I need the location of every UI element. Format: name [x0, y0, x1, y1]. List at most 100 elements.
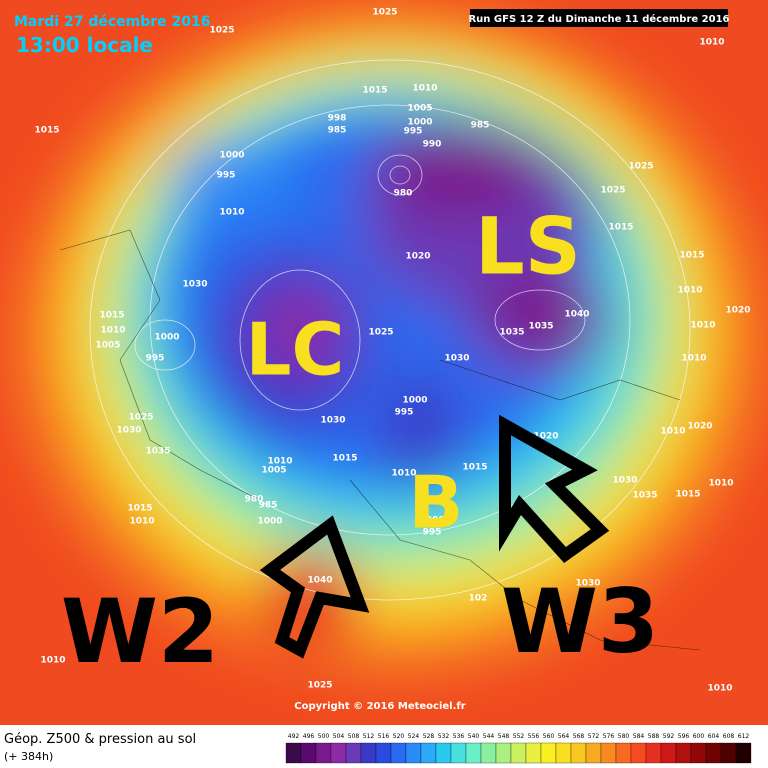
legend-value: 532: [438, 733, 450, 740]
legend-swatch: [570, 742, 587, 764]
legend-value: 528: [423, 733, 435, 740]
pressure-label: 985: [328, 126, 347, 136]
pressure-label: 1015: [675, 490, 700, 500]
pressure-label: 1010: [391, 469, 416, 479]
pressure-label: 1020: [687, 422, 712, 432]
legend-swatch: [435, 742, 452, 764]
legend-swatch: [420, 742, 437, 764]
legend-value: 536: [453, 733, 465, 740]
legend-swatch: [585, 742, 602, 764]
legend-value: 544: [483, 733, 495, 740]
legend-value: 564: [558, 733, 570, 740]
pressure-label: 1015: [679, 251, 704, 261]
pressure-label: 1020: [533, 432, 558, 442]
pressure-label: 1015: [608, 223, 633, 233]
pressure-label: 1030: [444, 354, 469, 364]
pressure-label: 1010: [677, 286, 702, 296]
pressure-label: 1015: [99, 311, 124, 321]
pressure-label: 1015: [332, 454, 357, 464]
pressure-label: 980: [245, 495, 264, 505]
pressure-label: 1000: [419, 516, 444, 526]
legend-swatch: [405, 742, 422, 764]
pressure-label: 102: [469, 594, 488, 604]
legend-swatch: [495, 742, 512, 764]
legend-value: 552: [513, 733, 525, 740]
pressure-label: 1010: [267, 457, 292, 467]
legend-value: 588: [648, 733, 660, 740]
pressure-label: 1025: [307, 681, 332, 691]
pressure-label: 1015: [362, 86, 387, 96]
pressure-label: 1030: [182, 280, 207, 290]
legend-swatch: [465, 742, 482, 764]
legend-swatch: [615, 742, 632, 764]
pressure-label: 1010: [129, 517, 154, 527]
legend-value: 548: [498, 733, 510, 740]
pressure-label: 1025: [209, 26, 234, 36]
legend-swatch: [285, 742, 302, 764]
pressure-label: 1025: [600, 186, 625, 196]
pressure-label: 1020: [725, 306, 750, 316]
pressure-label: 985: [471, 121, 490, 131]
legend-swatch: [360, 742, 377, 764]
pressure-label: 1005: [95, 341, 120, 351]
legend-value: 540: [468, 733, 480, 740]
run: Run GFS 12 Z du Dimanche 11 décembre 201…: [468, 13, 729, 25]
legend-value: 572: [588, 733, 600, 740]
pressure-label: 1035: [145, 447, 170, 457]
pressure-label: 1010: [219, 208, 244, 218]
legend-value: 600: [693, 733, 705, 740]
date: Mardi 27 décembre 2016: [14, 14, 211, 30]
pressure-label: 1040: [307, 576, 332, 586]
legend-value: 604: [708, 733, 720, 740]
legend-value: 508: [348, 733, 360, 740]
pressure-label: 1030: [116, 426, 141, 436]
legend-swatch: [540, 742, 557, 764]
legend-value: 560: [543, 733, 555, 740]
legend-value: 512: [363, 733, 375, 740]
legend-swatch: [375, 742, 392, 764]
legend-swatch: [600, 742, 617, 764]
run-box: [470, 9, 728, 27]
legend-swatch: [720, 742, 737, 764]
pressure-label: 995: [217, 171, 236, 181]
legend-swatch: [630, 742, 647, 764]
legend-swatch: [300, 742, 317, 764]
pressure-label: 1010: [660, 427, 685, 437]
legend-value: 592: [663, 733, 675, 740]
legend-value: 556: [528, 733, 540, 740]
pressure-label: 1005: [261, 466, 286, 476]
legend-swatch: [315, 742, 332, 764]
pressure-label: 1010: [699, 38, 724, 48]
label-b: B: [409, 461, 464, 545]
legend-swatch: [645, 742, 662, 764]
pressure-label: 1010: [708, 479, 733, 489]
pressure-label: 985: [259, 501, 278, 511]
copyright: Copyright © 2016 Meteociel.fr: [294, 701, 465, 712]
pressure-label: 1010: [40, 656, 65, 666]
pressure-label: 1035: [499, 328, 524, 338]
legend-value: 492: [288, 733, 300, 740]
legend-scale: 492 496 500 504 508 512 516 520 524 528 532 536 540 5…: [285, 733, 752, 764]
pressure-label: 1040: [564, 310, 589, 320]
pressure-label: 990: [423, 140, 442, 150]
pressure-label: 1000: [402, 396, 427, 406]
pressure-label: 995: [146, 354, 165, 364]
pressure-label: 998: [328, 114, 347, 124]
legend-swatch: [555, 742, 572, 764]
pressure-label: 1000: [407, 118, 432, 128]
pressure-label: 995: [395, 408, 414, 418]
legend-swatch: [690, 742, 707, 764]
legend-value: 520: [393, 733, 405, 740]
pressure-label: 1010: [690, 321, 715, 331]
pressure-label: 1000: [257, 517, 282, 527]
legend-swatch: [390, 742, 407, 764]
legend-value: 524: [408, 733, 420, 740]
pressure-label: 1015: [34, 126, 59, 136]
label-w3: W3: [501, 570, 659, 673]
arrows: [259, 414, 610, 659]
pressure-label: 1000: [154, 333, 179, 343]
pressure-label: 1000: [219, 151, 244, 161]
legend-value: 612: [738, 733, 750, 740]
